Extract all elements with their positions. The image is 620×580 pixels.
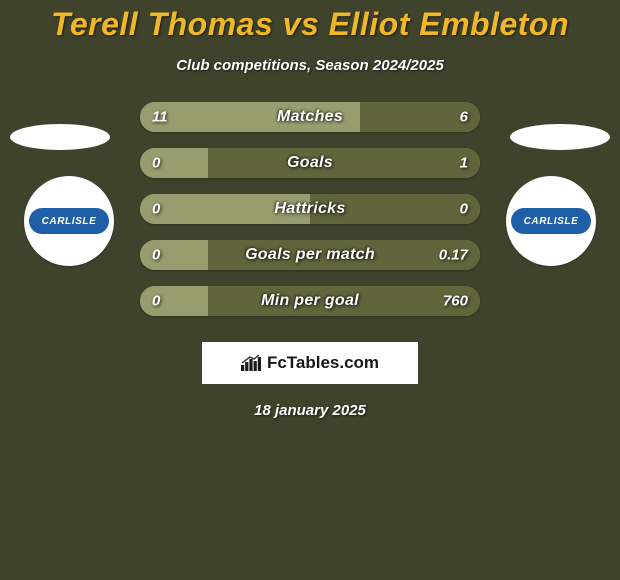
- stat-bar-left: [140, 286, 208, 316]
- page-title: Terell Thomas vs Elliot Embleton: [51, 6, 569, 43]
- stat-value-right: 1: [460, 155, 468, 172]
- stats-container: 11 6 Matches 0 1 Goals 0 0 Hattricks 0 0.17 Goals p…: [0, 102, 620, 332]
- stat-value-left: 0: [152, 247, 160, 264]
- stat-bar-left: [140, 148, 208, 178]
- stat-label: Min per goal: [261, 292, 359, 310]
- brand-text: FcTables.com: [267, 353, 379, 373]
- brand-box: FcTables.com: [202, 342, 418, 384]
- stat-value-right: 0: [460, 201, 468, 218]
- stat-value-right: 0.17: [439, 247, 468, 264]
- stat-value-left: 0: [152, 293, 160, 310]
- stat-row: 0 760 Min per goal: [140, 286, 480, 316]
- stat-bar-right: [208, 148, 480, 178]
- stat-value-left: 0: [152, 155, 160, 172]
- stat-label: Goals: [287, 154, 333, 172]
- stat-row: 0 1 Goals: [140, 148, 480, 178]
- content-wrapper: Terell Thomas vs Elliot Embleton Club co…: [0, 0, 620, 580]
- stat-value-left: 0: [152, 201, 160, 218]
- stat-row: 0 0 Hattricks: [140, 194, 480, 224]
- stat-bar-left: [140, 240, 208, 270]
- stat-value-left: 11: [152, 109, 168, 126]
- brand-chart-icon: [241, 355, 261, 371]
- stat-value-right: 6: [460, 109, 468, 126]
- date-text: 18 january 2025: [254, 402, 366, 419]
- stat-row: 0 0.17 Goals per match: [140, 240, 480, 270]
- stat-label: Goals per match: [245, 246, 375, 264]
- stat-value-right: 760: [443, 293, 468, 310]
- stat-label: Matches: [277, 108, 343, 126]
- subtitle: Club competitions, Season 2024/2025: [176, 57, 444, 74]
- stat-row: 11 6 Matches: [140, 102, 480, 132]
- stat-label: Hattricks: [274, 200, 345, 218]
